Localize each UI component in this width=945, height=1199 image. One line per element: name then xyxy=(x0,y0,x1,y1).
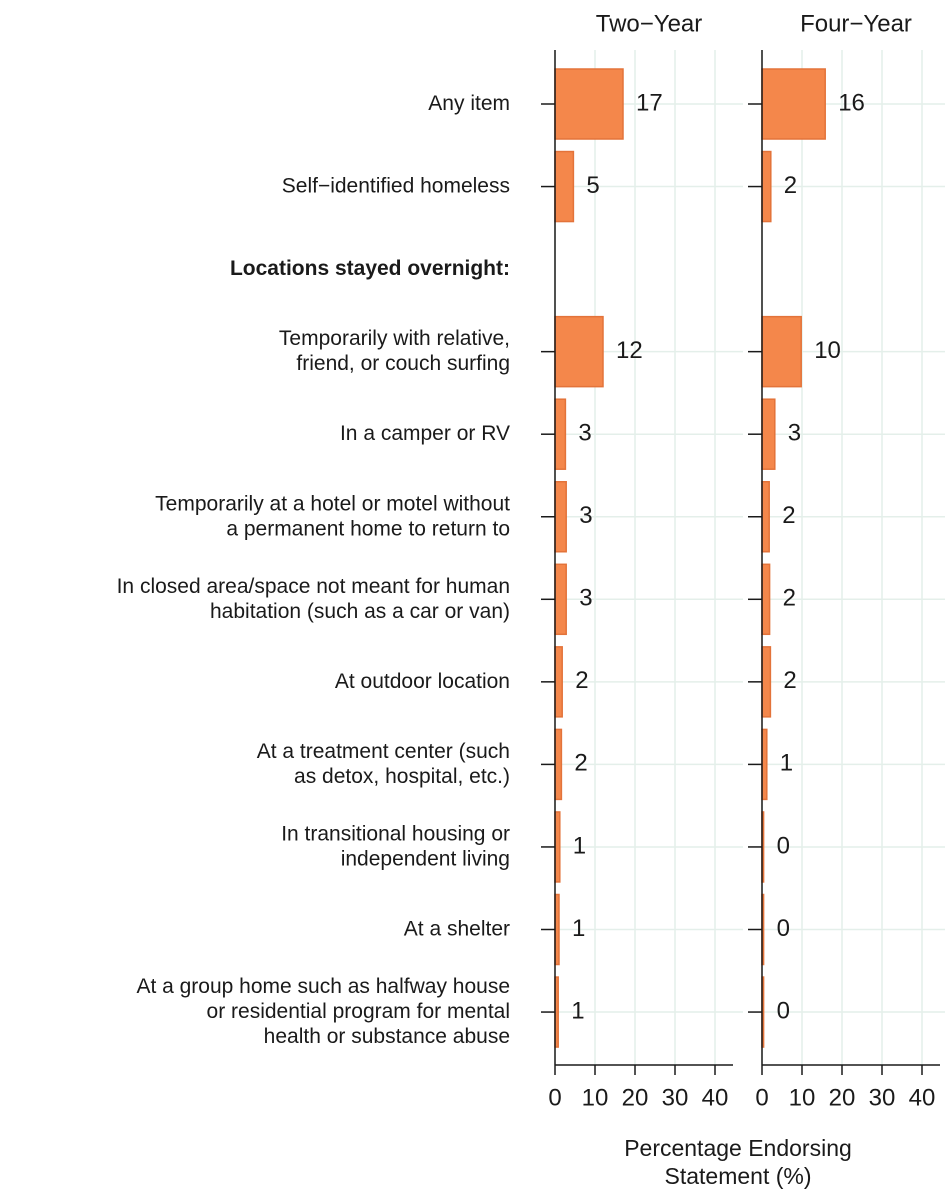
bar xyxy=(554,481,567,553)
value-label: 12 xyxy=(616,337,643,364)
bar xyxy=(761,315,802,388)
value-label: 1 xyxy=(780,750,793,777)
bar xyxy=(761,150,772,223)
x-tick-label: 10 xyxy=(582,1084,609,1111)
category-label: In a camper or RV xyxy=(340,422,510,445)
x-tick-label: 0 xyxy=(548,1084,561,1111)
x-tick-label: 40 xyxy=(909,1084,936,1111)
value-label: 1 xyxy=(571,997,584,1024)
x-tick-label: 20 xyxy=(829,1084,856,1111)
value-label: 3 xyxy=(788,420,801,447)
bar xyxy=(761,398,776,470)
value-label: 0 xyxy=(777,915,790,942)
value-label: 10 xyxy=(814,337,841,364)
x-tick-label: 20 xyxy=(622,1084,649,1111)
value-label: 0 xyxy=(777,997,790,1024)
bar xyxy=(761,646,772,718)
x-tick-label: 40 xyxy=(702,1084,729,1111)
value-label: 3 xyxy=(579,502,592,529)
category-label: Temporarily with relative, friend, or cou… xyxy=(279,327,510,375)
value-label: 2 xyxy=(782,502,795,529)
bar xyxy=(761,68,826,140)
bar xyxy=(554,68,624,140)
value-label: 5 xyxy=(586,172,599,199)
x-tick-label: 30 xyxy=(662,1084,689,1111)
value-label: 0 xyxy=(777,832,790,859)
bar xyxy=(761,563,771,636)
category-label: At a treatment center (such as detox, hos… xyxy=(257,739,510,787)
x-tick-label: 10 xyxy=(789,1084,816,1111)
bar xyxy=(761,481,770,553)
x-tick-label: 30 xyxy=(869,1084,896,1111)
value-label: 16 xyxy=(838,89,865,116)
value-label: 1 xyxy=(573,832,586,859)
bar xyxy=(554,150,575,223)
value-label: 17 xyxy=(636,89,663,116)
category-label: Any item xyxy=(428,92,510,115)
section-header: Locations stayed overnight: xyxy=(230,257,510,280)
panel-title: Two−Year xyxy=(596,10,703,37)
value-label: 2 xyxy=(574,750,587,777)
category-label: In closed area/space not meant for human… xyxy=(117,574,510,622)
value-label: 2 xyxy=(784,172,797,199)
category-label: At a group home such as halfway house or … xyxy=(136,975,510,1048)
value-label: 3 xyxy=(578,420,591,447)
x-axis-title: Percentage Endorsing Statement (%) xyxy=(624,1135,852,1189)
panel-title: Four−Year xyxy=(800,10,912,37)
category-label: In transitional housing or independent li… xyxy=(281,822,510,870)
category-label: At a shelter xyxy=(404,917,510,940)
category-label: At outdoor location xyxy=(335,669,510,692)
value-label: 2 xyxy=(575,667,588,694)
value-label: 1 xyxy=(572,915,585,942)
category-label: Temporarily at a hotel or motel without a… xyxy=(155,492,510,540)
x-tick-label: 0 xyxy=(755,1084,768,1111)
bar xyxy=(554,398,567,470)
bar xyxy=(554,563,567,636)
value-label: 2 xyxy=(783,667,796,694)
bar xyxy=(554,646,563,718)
value-label: 3 xyxy=(579,585,592,612)
category-label: Self−identified homeless xyxy=(282,174,510,197)
value-label: 2 xyxy=(783,585,796,612)
bar xyxy=(554,728,563,801)
bar xyxy=(554,315,604,388)
